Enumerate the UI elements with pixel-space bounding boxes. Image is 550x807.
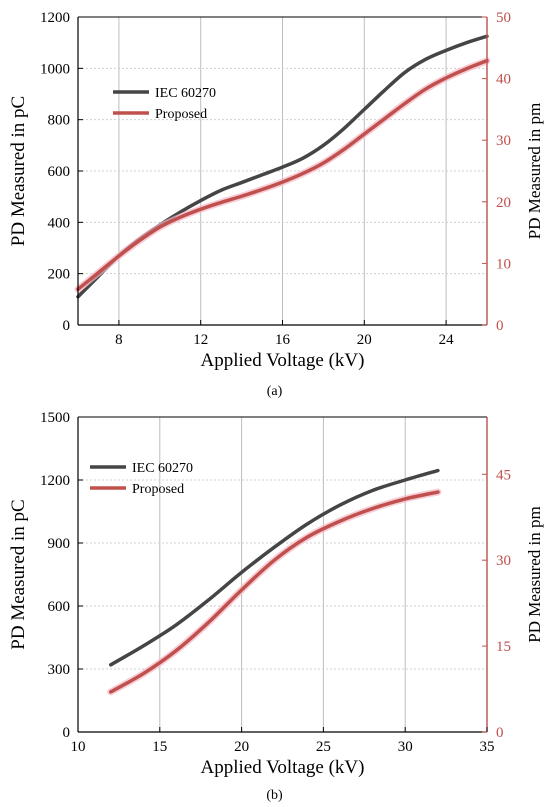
y2-tick-label: 0 <box>496 725 504 741</box>
y-tick-label: 1200 <box>40 10 70 26</box>
chart-b: 10 15 20 25 30 350300600900120015000153045App… <box>8 410 544 803</box>
y-axis-label: PD Measured in pC <box>8 96 29 246</box>
y2-tick-label: 20 <box>496 195 511 211</box>
y2-tick-label: 15 <box>496 639 511 655</box>
y-tick-label: 800 <box>48 113 71 129</box>
y2-tick-label: 0 <box>496 318 504 334</box>
y-tick-label: 1200 <box>40 473 70 489</box>
y-axis-label: PD Measured in pC <box>8 499 29 649</box>
x-axis-label: Applied Voltage (kV) <box>201 757 365 778</box>
series-line-iec-60270 <box>108 468 440 667</box>
y-tick-label: 600 <box>48 164 71 180</box>
chart-a: 8 12 16 20 24 0 200 400 600 800 1000 1200 0 10 20 30 40 5… <box>8 10 544 399</box>
y2-tick-label: 30 <box>496 133 511 149</box>
figure-caption: (b) <box>266 788 283 803</box>
y-tick-label: 0 <box>63 318 71 334</box>
x-tick-label: 35 <box>480 739 495 755</box>
y2-tick-label: 30 <box>496 553 511 569</box>
y-tick-label: 1000 <box>40 61 70 77</box>
series-line-proposed <box>108 490 440 694</box>
x-tick-label: 24 <box>439 332 455 348</box>
y-tick-label: 0 <box>63 725 71 741</box>
x-tick-label: 16 <box>275 332 291 348</box>
y-tick-label: 900 <box>48 536 71 552</box>
y-tick-label: 600 <box>48 599 71 615</box>
legend-label: IEC 60270 <box>155 86 216 101</box>
x-axis-label: Applied Voltage (kV) <box>201 350 365 371</box>
x-tick-label: 8 <box>115 332 123 348</box>
y2-axis-label: PD Measured in pm <box>525 103 544 239</box>
legend-label: Proposed <box>132 482 184 497</box>
x-tick-label: 20 <box>234 739 249 755</box>
legend-label: IEC 60270 <box>132 461 193 476</box>
y2-tick-label: 50 <box>496 10 511 26</box>
y2-tick-label: 45 <box>496 467 511 483</box>
y-tick-label: 300 <box>48 662 71 678</box>
y2-axis-label: PD Measured in pm <box>525 506 544 642</box>
x-tick-label: 15 <box>152 739 167 755</box>
y-tick-label: 200 <box>48 267 71 283</box>
y-tick-label: 400 <box>48 215 71 231</box>
legend-label: Proposed <box>155 107 207 122</box>
x-tick-label: 10 <box>71 739 86 755</box>
series-line-proposed <box>76 58 489 292</box>
y2-tick-label: 10 <box>496 256 511 272</box>
x-tick-label: 20 <box>357 332 372 348</box>
y2-tick-label: 40 <box>496 72 511 88</box>
x-tick-label: 12 <box>193 332 208 348</box>
figure-caption: (a) <box>267 384 283 399</box>
x-tick-label: 30 <box>398 739 413 755</box>
y-tick-label: 1500 <box>40 410 70 426</box>
x-tick-label: 25 <box>316 739 331 755</box>
